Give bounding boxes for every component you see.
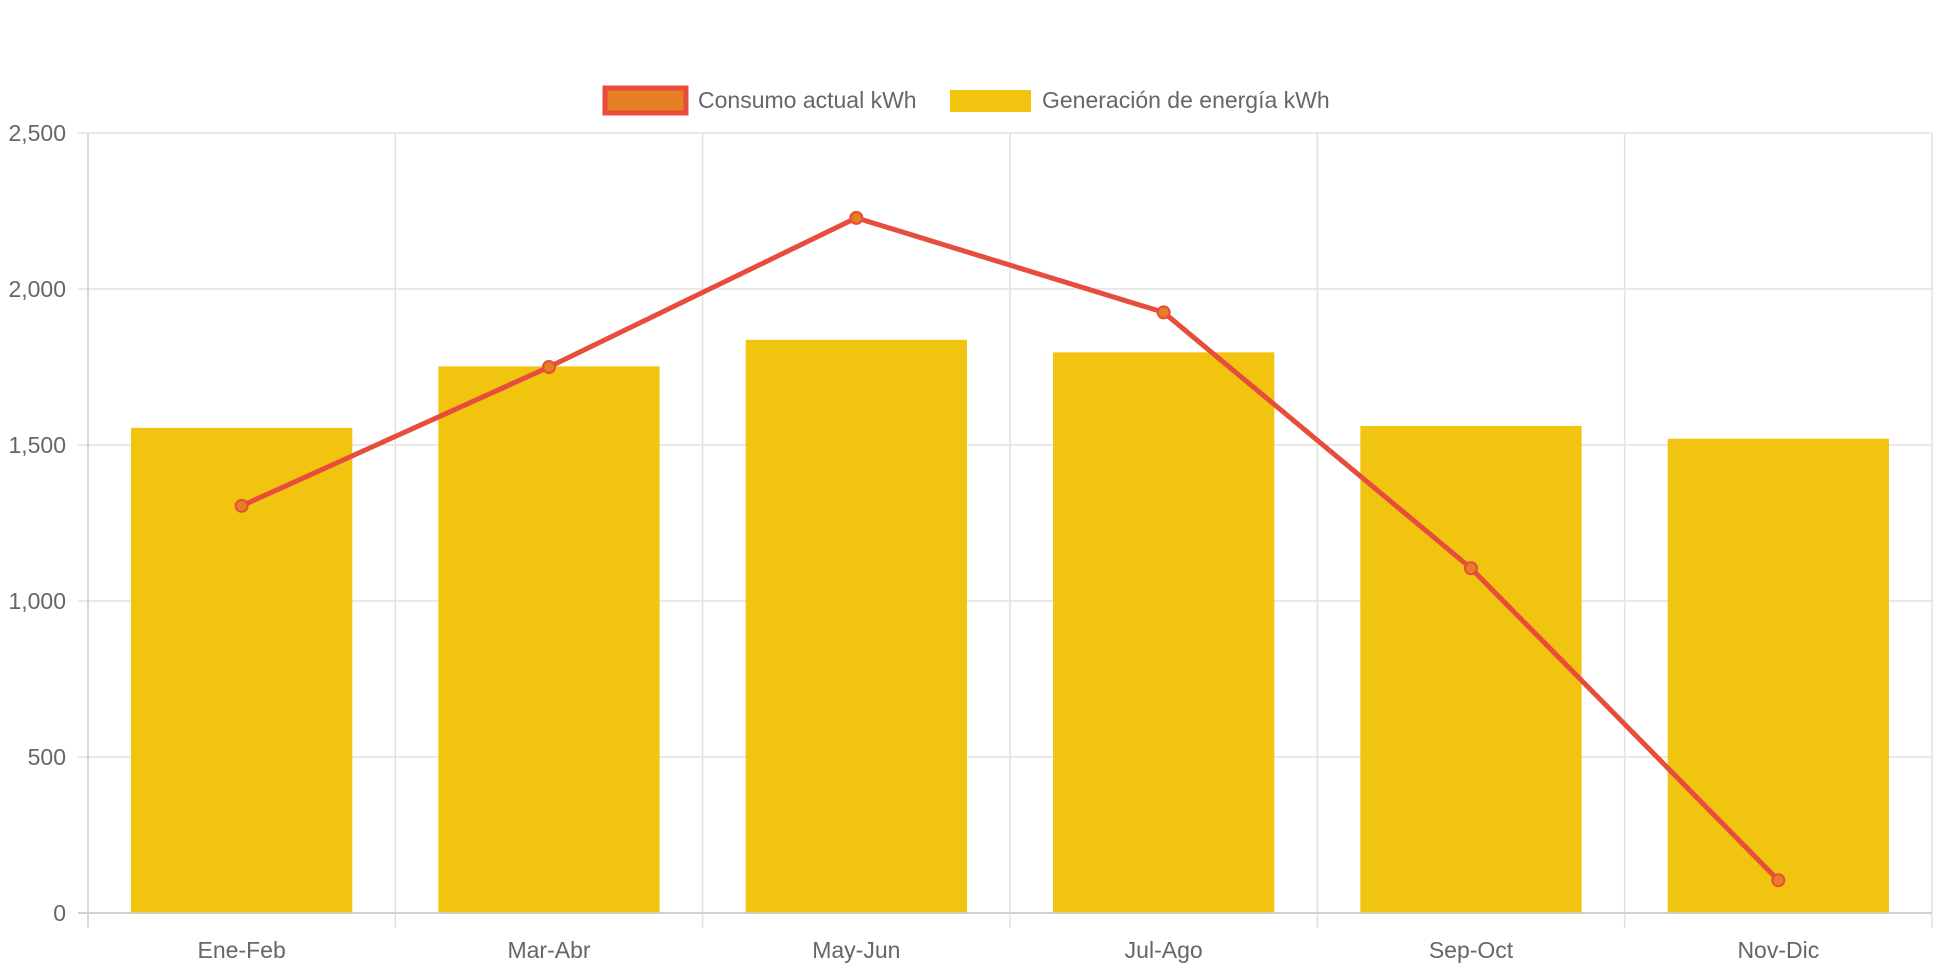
- legend-item-generacion[interactable]: Generación de energía kWh: [950, 87, 1330, 113]
- legend-label-generacion: Generación de energía kWh: [1042, 87, 1330, 113]
- x-tick-label: May-Jun: [812, 937, 900, 963]
- y-tick-label: 500: [28, 744, 66, 770]
- y-tick-labels: 0 500 1,000 1,500 2,000 2,500: [8, 120, 66, 926]
- legend-item-consumo[interactable]: Consumo actual kWh: [602, 85, 917, 116]
- y-tick-label: 1,000: [8, 588, 66, 614]
- bar-generacion-sep-oct[interactable]: [1360, 425, 1582, 913]
- bar-generacion-mar-abr[interactable]: [438, 366, 660, 914]
- x-tick-labels: Ene-Feb Mar-Abr May-Jun Jul-Ago Sep-Oct Nov-D…: [198, 937, 1820, 963]
- y-tick-label: 0: [53, 900, 66, 926]
- legend-swatch-generacion: [950, 90, 1031, 112]
- x-tick-label: Nov-Dic: [1737, 937, 1819, 963]
- x-tick-label: Sep-Oct: [1429, 937, 1514, 963]
- line-consumo: [240, 215, 1781, 882]
- y-tick-label: 1,500: [8, 432, 66, 458]
- y-tick-label: 2,000: [8, 276, 66, 302]
- bar-generacion-may-jun[interactable]: [745, 339, 967, 914]
- bar-generacion-nov-dic[interactable]: [1667, 438, 1889, 913]
- x-tick-label: Jul-Ago: [1125, 937, 1203, 963]
- y-tick-label: 2,500: [8, 120, 66, 146]
- point-consumo-nov-dic[interactable]: [1771, 873, 1786, 888]
- legend-label-consumo: Consumo actual kWh: [698, 87, 917, 113]
- bar-generacion-jul-ago[interactable]: [1053, 352, 1275, 913]
- point-consumo-mar-abr[interactable]: [542, 360, 556, 374]
- point-consumo-sep-oct[interactable]: [1464, 561, 1478, 576]
- bars: [131, 339, 1889, 914]
- x-tick-label: Ene-Feb: [198, 937, 286, 963]
- line-series: [234, 210, 1786, 888]
- point-consumo-ene-feb[interactable]: [234, 498, 249, 513]
- point-consumo-may-jun[interactable]: [849, 210, 864, 225]
- legend: Consumo actual kWh Generación de energía…: [602, 85, 1330, 116]
- gridlines: [78, 132, 1933, 928]
- x-tick-label: Mar-Abr: [507, 937, 590, 963]
- legend-swatch-consumo: [602, 85, 689, 116]
- point-consumo-jul-ago[interactable]: [1156, 305, 1171, 320]
